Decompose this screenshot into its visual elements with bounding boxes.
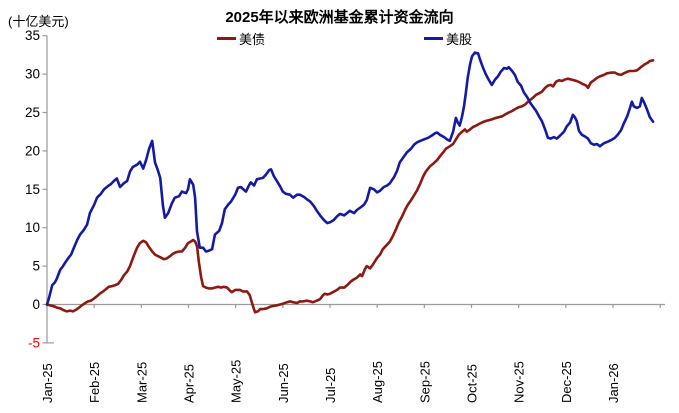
series-line-美股	[45, 51, 655, 306]
legend-item-bond: 美债	[217, 29, 265, 48]
series-line-美债	[45, 59, 655, 314]
x-tick-label: Oct-25	[465, 364, 480, 403]
y-tick-label: 0	[32, 297, 40, 312]
x-tick-label: Mar-25	[134, 362, 149, 403]
x-tick-label: May-25	[229, 360, 244, 403]
x-tick-label: Jun-25	[276, 363, 291, 403]
x-tick-label: Jan-26	[606, 363, 621, 403]
y-tick-label: 25	[25, 105, 40, 120]
y-tick-label: 10	[25, 220, 40, 235]
stock-line-swatch-icon	[424, 37, 443, 40]
x-tick-label: Jan-25	[40, 363, 55, 403]
y-tick-label: 15	[25, 182, 40, 197]
bond-line-swatch-icon	[217, 37, 236, 40]
x-tick-label: Nov-25	[512, 361, 527, 403]
x-tick-label: Apr-25	[182, 364, 197, 403]
x-tick-label: Jul-25	[323, 368, 338, 403]
chart-title: 2025年以来欧洲基金累计资金流向	[225, 9, 454, 26]
x-tick-label: Feb-25	[87, 362, 102, 403]
legend-label-bond: 美债	[239, 32, 266, 47]
y-axis-unit-label: (十亿美元)	[8, 14, 69, 29]
y-tick-label: 30	[25, 67, 40, 82]
legend-item-stock: 美股	[424, 29, 472, 48]
y-tick-label: 20	[25, 143, 40, 158]
y-tick-label: -5	[28, 335, 40, 350]
legend-label-stock: 美股	[446, 32, 473, 47]
y-tick-label: 5	[32, 259, 40, 274]
x-tick-label: Sep-25	[417, 361, 432, 403]
y-tick-label: 35	[25, 28, 40, 43]
x-tick-label: Aug-25	[370, 361, 385, 403]
x-tick-label: Dec-25	[559, 361, 574, 403]
